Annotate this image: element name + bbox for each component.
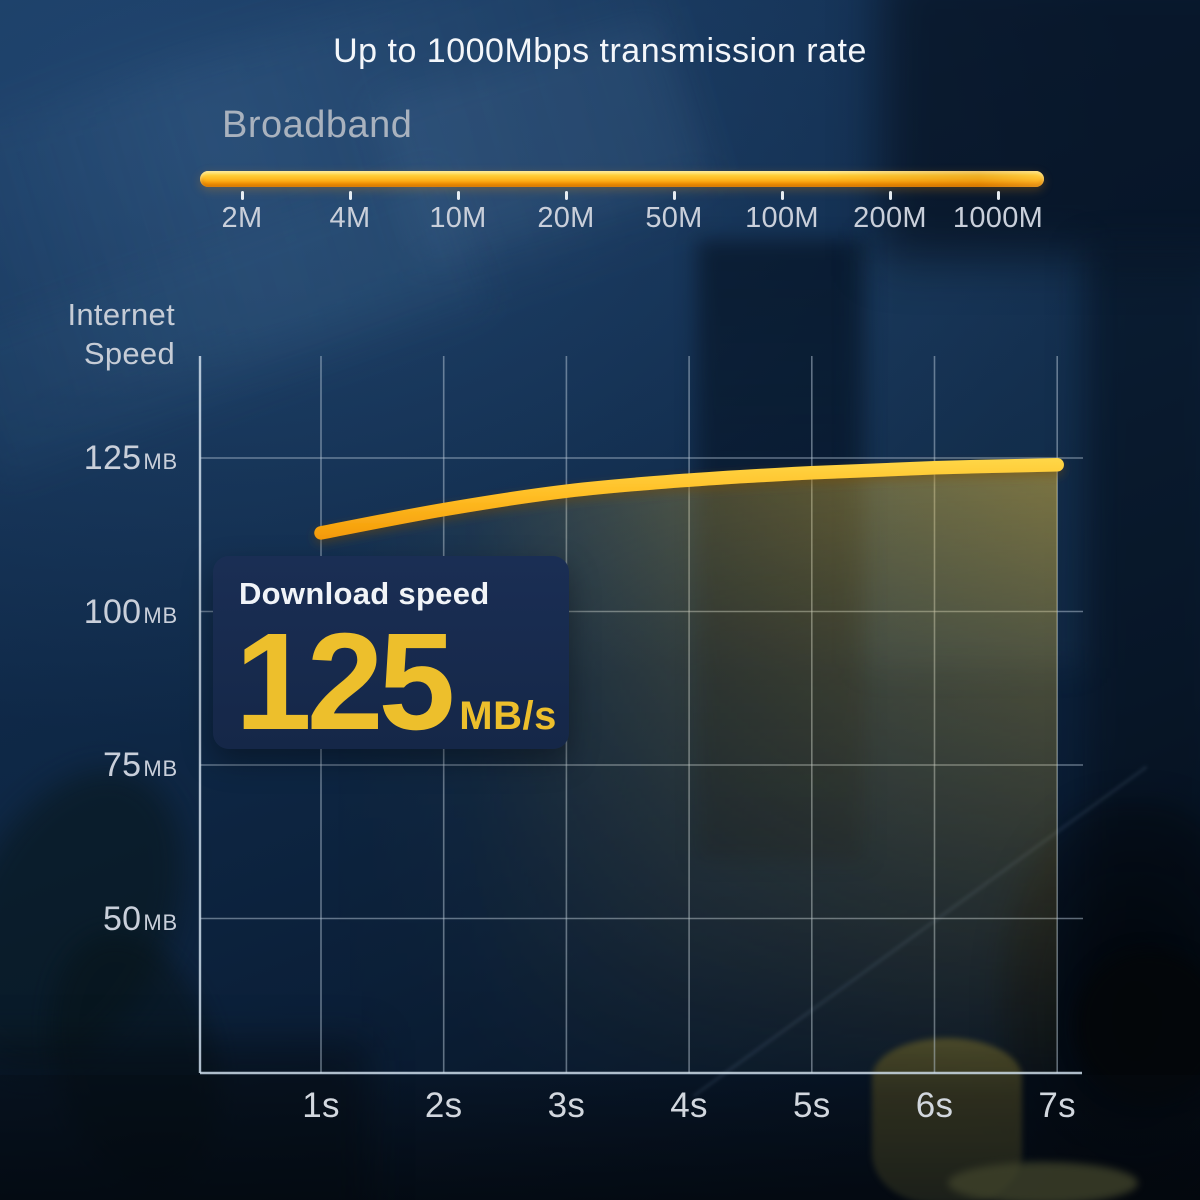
y-axis-title: Internet Speed: [20, 295, 175, 374]
badge-value: 125: [235, 604, 455, 759]
y-axis-title-line: Speed: [83, 336, 175, 372]
broadband-tick-mark: [348, 191, 352, 200]
broadband-tick-label: 10M: [429, 202, 487, 234]
badge-label: Download speed: [239, 576, 490, 611]
y-tick-unit: MB: [143, 449, 178, 474]
broadband-tick-label: 20M: [537, 202, 595, 234]
broadband-tick-mark: [564, 191, 568, 200]
x-axis-tick-label: 4s: [670, 1086, 708, 1125]
y-axis-tick-label: 100MB: [0, 591, 178, 633]
x-axis-tick-label: 7s: [1038, 1086, 1076, 1125]
background-cup: [948, 1162, 1138, 1200]
background-dark-corner: [0, 1040, 370, 1200]
broadband-bar-shade: [824, 171, 1044, 187]
broadband-tick-label: 50M: [645, 202, 703, 234]
download-speed-badge: Download speed 125 MB/s: [213, 556, 569, 759]
y-axis-tick-label: 50MB: [0, 898, 178, 940]
broadband-tick-label: 2M: [221, 202, 263, 234]
broadband-bar: [200, 171, 1044, 187]
broadband-tick-label: 4M: [329, 202, 371, 234]
page-title: Up to 1000Mbps transmission rate: [333, 32, 867, 70]
broadband-tick-mark: [780, 191, 784, 200]
y-tick-number: 125: [83, 439, 142, 477]
y-tick-unit: MB: [143, 756, 178, 781]
broadband-tick-mark: [456, 191, 460, 200]
background-dark-corner: [880, 0, 1200, 260]
badge-value-row: 125 MB/s: [235, 604, 557, 759]
y-axis-tick-label: 75MB: [0, 744, 178, 786]
y-tick-unit: MB: [143, 602, 178, 628]
broadband-tick-mark: [240, 191, 244, 200]
x-axis-tick-label: 6s: [915, 1086, 954, 1125]
broadband-tick-mark: [996, 191, 1000, 200]
broadband-label: Broadband: [222, 104, 413, 146]
badge-unit: MB/s: [459, 693, 557, 738]
y-tick-number: 100: [83, 592, 142, 631]
y-axis-tick-label: 125MB: [0, 437, 178, 479]
x-axis-tick-label: 2s: [424, 1086, 463, 1125]
y-tick-unit: MB: [143, 909, 178, 935]
y-axis-title-line: Internet: [67, 297, 175, 332]
broadband-tick-label: 100M: [745, 202, 819, 234]
y-tick-number: 50: [102, 899, 142, 938]
broadband-tick-label: 200M: [853, 202, 927, 234]
x-axis-tick-label: 3s: [547, 1086, 586, 1125]
broadband-tick-label: 1000M: [952, 202, 1044, 234]
broadband-tick-mark: [672, 191, 676, 200]
y-tick-number: 75: [102, 746, 142, 784]
broadband-tick-mark: [888, 191, 892, 200]
x-axis-tick-label: 5s: [793, 1086, 831, 1125]
x-axis-tick-label: 1s: [302, 1086, 340, 1125]
